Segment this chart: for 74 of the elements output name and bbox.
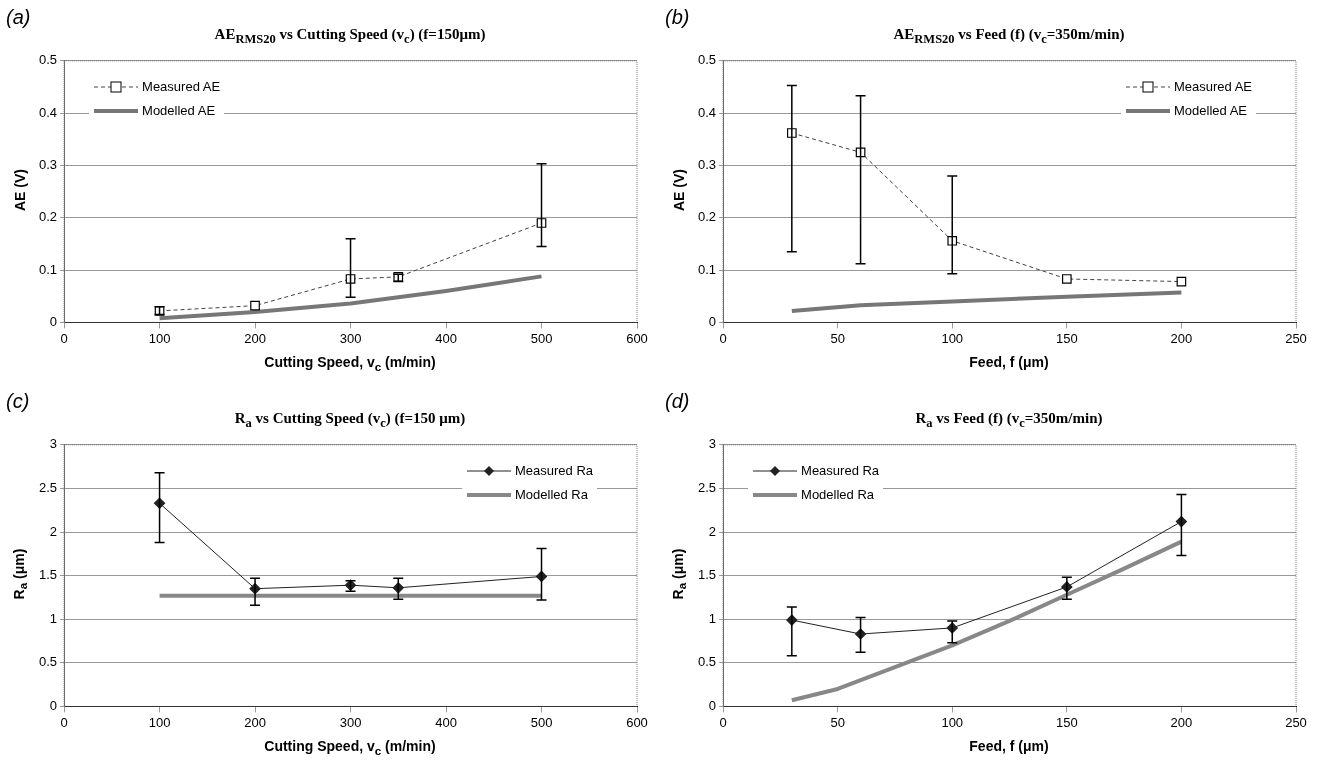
y-tick-label: 3: [708, 436, 717, 452]
text: (d): [665, 390, 690, 413]
y-tick-label: 2.5: [697, 479, 717, 495]
x-tick-label: 200: [244, 714, 266, 730]
y-tick-label: 0.1: [697, 261, 717, 277]
y-tick-label: 2.5: [38, 479, 58, 495]
y-tick-label: 2: [708, 523, 717, 539]
legend-label: Modelled Ra: [801, 487, 875, 503]
x-tick-label: 0: [60, 330, 68, 346]
y-tick-label: 0.5: [697, 52, 717, 68]
x-tick-label: 600: [626, 330, 648, 346]
y-tick-label: 3: [49, 436, 58, 452]
y-tick-label: 0: [49, 313, 58, 329]
y-tick-label: 0.4: [697, 104, 717, 120]
x-tick-label: 200: [1170, 714, 1193, 730]
legend-label: Modelled AE: [1174, 103, 1247, 119]
x-tick-label: 200: [1170, 330, 1193, 346]
y-tick-label: 1: [49, 610, 58, 626]
legend-label: Modelled Ra: [515, 487, 588, 503]
legend-label: Measured Ra: [801, 463, 880, 479]
legend-label: Modelled AE: [142, 103, 216, 119]
x-tick-label: 150: [1055, 330, 1078, 346]
x-tick-label: 300: [339, 714, 362, 730]
text: (c): [6, 390, 30, 413]
y-tick-label: 1: [708, 610, 717, 626]
chart-title: AE$_{RMS20}$ vs Cutting Speed (v$_{c}$) (f=150μm): [213, 26, 487, 47]
x-tick-label: 250: [1285, 714, 1307, 730]
x-tick-label: 0: [719, 714, 727, 730]
x-tick-label: 150: [1055, 714, 1078, 730]
y-tick-label: 0.3: [38, 157, 58, 173]
y-tick-label: 0: [49, 697, 58, 713]
x-axis-title: Feed, f (μm): [968, 738, 1050, 754]
y-tick-label: 0: [708, 697, 717, 713]
legend-label: Measured Ra: [515, 463, 594, 479]
chart-title: R$_{a}$ vs Feed (f) (v$_{c}$=350m/min): [914, 410, 1104, 431]
y-tick-label: 0.1: [38, 261, 58, 277]
x-axis-title: Cutting Speed, v$_{c}$ (m/min): [263, 738, 437, 757]
x-tick-label: 500: [530, 330, 553, 346]
x-tick-label: 300: [339, 330, 362, 346]
y-tick-label: 0.2: [38, 209, 58, 225]
x-tick-label: 250: [1285, 330, 1307, 346]
chart-title: R$_{a}$ vs Cutting Speed (v$_{c}$) (f=150 μm): [233, 410, 467, 431]
y-tick-label: 1.5: [697, 567, 717, 583]
y-tick-label: 0.5: [697, 654, 717, 670]
x-tick-label: 100: [148, 714, 171, 730]
legend-label: Measured AE: [142, 79, 221, 95]
y-tick-label: 0.5: [38, 654, 58, 670]
x-tick-label: 100: [941, 714, 964, 730]
x-axis-title: Feed, f (μm): [968, 354, 1050, 370]
x-tick-label: 200: [244, 330, 266, 346]
x-tick-label: 500: [530, 714, 553, 730]
x-tick-label: 100: [941, 330, 964, 346]
y-tick-label: 0.4: [38, 104, 58, 120]
x-tick-label: 400: [435, 714, 457, 730]
legend-label: Measured AE: [1174, 79, 1253, 95]
y-tick-label: 0.3: [697, 157, 717, 173]
x-tick-label: 0: [719, 330, 727, 346]
x-tick-label: 400: [435, 330, 457, 346]
text: (a): [6, 6, 31, 29]
y-axis-title: AE (V): [12, 169, 28, 211]
y-tick-label: 0.5: [38, 52, 58, 68]
x-axis-title: Cutting Speed, v$_{c}$ (m/min): [263, 354, 437, 373]
text: (b): [665, 6, 690, 29]
x-tick-label: 600: [626, 714, 648, 730]
y-axis-title: AE (V): [671, 169, 687, 211]
x-tick-label: 50: [830, 330, 845, 346]
x-tick-label: 100: [148, 330, 171, 346]
y-tick-label: 0: [708, 313, 717, 329]
y-tick-label: 1.5: [38, 567, 58, 583]
y-tick-label: 0.2: [697, 209, 717, 225]
y-tick-label: 2: [49, 523, 58, 539]
x-tick-label: 0: [60, 714, 68, 730]
chart-title: AE$_{RMS20}$ vs Feed (f) (v$_{c}$=350m/min): [892, 26, 1126, 47]
x-tick-label: 50: [830, 714, 845, 730]
